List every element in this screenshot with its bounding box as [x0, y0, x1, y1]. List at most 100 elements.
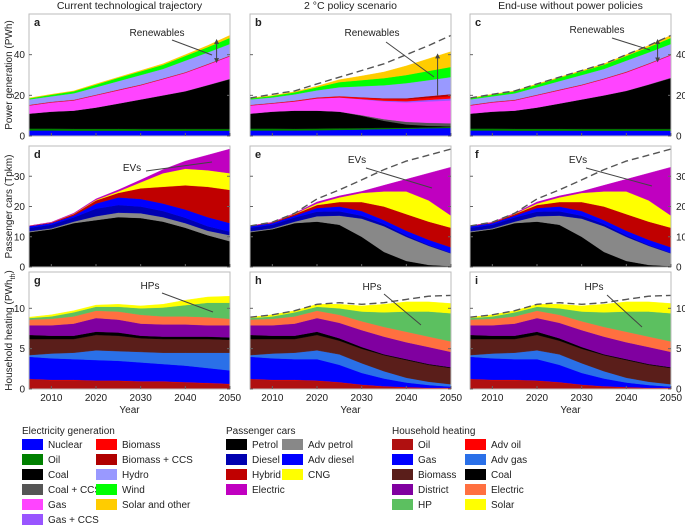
x-tick-label: 2050 — [660, 393, 683, 404]
annotation-label: Renewables — [344, 28, 399, 39]
annotation-label: Renewables — [129, 28, 184, 39]
column-title: End-use without power policies — [498, 0, 643, 12]
y-tick-label: 30 — [676, 172, 685, 183]
legend-item: Petrol — [226, 439, 278, 451]
annotation-leader-line — [606, 294, 643, 328]
legend-household-heating: Household heating Oil Gas Biomass District HP… — [392, 426, 527, 511]
legend-item: District — [392, 484, 449, 496]
legend-swatch — [96, 469, 117, 480]
legend-swatch — [282, 439, 303, 450]
legend-item: Electric — [465, 484, 524, 496]
x-tick-label: 2010 — [40, 393, 63, 404]
axes-frame — [469, 13, 672, 137]
legend-item: Wind — [96, 484, 145, 496]
y-axis-label: Power generation (PWh) — [4, 20, 15, 130]
panel-letter: g — [34, 275, 41, 287]
legend-swatch — [22, 469, 43, 480]
legend-label: Nuclear — [48, 440, 83, 451]
panel-letter: h — [255, 275, 262, 287]
reference-dashed-line — [469, 34, 672, 99]
y-tick-label: 0 — [19, 263, 25, 274]
y-axis-label: Household heating (PWhth) — [4, 270, 17, 390]
legend-item: Biomass + CCS — [96, 454, 193, 466]
x-axis-label: Year — [340, 405, 361, 416]
y-tick-label: 30 — [14, 172, 26, 183]
legend-label: Electric — [491, 485, 524, 496]
legend-swatch — [96, 454, 117, 465]
legend-item: Biomass — [96, 439, 160, 451]
legend-item: Adv gas — [465, 454, 527, 466]
annotation-leader-line — [171, 39, 213, 56]
panel-letter: b — [255, 17, 262, 29]
reference-dashed-line — [249, 294, 452, 318]
legend-item: Oil — [22, 454, 60, 466]
legend-item: Hydro — [96, 469, 149, 481]
annotation-leader-line — [365, 167, 433, 189]
reference-dashed-line — [469, 294, 672, 318]
panel-b: b Renewables — [249, 13, 452, 137]
legend-swatch — [22, 499, 43, 510]
y-tick-label: 10 — [14, 304, 26, 315]
legend-swatch — [282, 469, 303, 480]
legend-swatch — [282, 454, 303, 465]
legend-label: HP — [418, 500, 432, 511]
y-axis-label: Passenger cars (Tpkm) — [4, 155, 15, 259]
legend-label: Oil — [48, 455, 60, 466]
axes-frame — [28, 13, 231, 137]
legend-label: Adv gas — [491, 455, 527, 466]
x-tick-label: 2040 — [395, 393, 418, 404]
annotation-leader-line — [611, 37, 651, 51]
y-tick-label: 20 — [14, 91, 26, 102]
y-tick-label: 0 — [676, 385, 682, 396]
legend-swatch — [22, 484, 43, 495]
y-axis-label-text: Household heating (PWh — [4, 280, 15, 391]
x-tick-label: 2030 — [130, 393, 153, 404]
legend-item: Solar and other — [96, 499, 191, 511]
y-tick-label: 20 — [676, 91, 685, 102]
legend-label: Adv diesel — [308, 455, 354, 466]
legend-item: Gas + CCS — [22, 514, 99, 526]
legend-label: Gas — [48, 500, 66, 511]
panel-letter: f — [475, 149, 479, 161]
panel-e: e EVs — [249, 145, 452, 268]
legend-label: Biomass + CCS — [122, 455, 193, 466]
panel-letter: c — [475, 17, 481, 29]
legend-title: Household heating — [392, 426, 475, 437]
legend-item: Adv diesel — [282, 454, 354, 466]
legend-label: Electric — [252, 485, 285, 496]
legend-item: Coal — [465, 469, 512, 481]
x-tick-label: 2030 — [351, 393, 374, 404]
legend-swatch — [96, 499, 117, 510]
y-tick-label: 20 — [14, 202, 26, 213]
panel-c: c 0 20 40 Renewables — [469, 13, 685, 143]
x-axis-label: Year — [560, 405, 581, 416]
legend-title: Electricity generation — [22, 426, 115, 437]
legend-item: CNG — [282, 469, 330, 481]
legend-swatch — [392, 469, 413, 480]
annotation-leader-line — [383, 293, 422, 326]
legend-passenger-cars: Passenger cars Petrol Diesel Hybrid Electric… — [226, 426, 354, 496]
legend-label: Wind — [122, 485, 145, 496]
legend-swatch — [392, 499, 413, 510]
legend-label: Solar and other — [122, 500, 191, 511]
x-tick-label: 2010 — [481, 393, 504, 404]
panel-letter: i — [475, 275, 478, 287]
legend-title: Passenger cars — [226, 426, 295, 437]
x-tick-label: 2020 — [85, 393, 108, 404]
legend-item: Nuclear — [22, 439, 83, 451]
legend-swatch — [465, 454, 486, 465]
legend-swatch — [22, 439, 43, 450]
annotation-label: EVs — [569, 155, 587, 166]
legend-swatch — [465, 499, 486, 510]
annotation-leader-line — [385, 41, 435, 78]
legend-item: Diesel — [226, 454, 280, 466]
panel-d: d 0 10 20 30 EVs — [14, 145, 231, 274]
y-tick-label: 10 — [14, 232, 26, 243]
legend-label: Coal + CCS — [48, 485, 101, 496]
y-tick-label: 5 — [19, 344, 25, 355]
legend-label: Oil — [418, 440, 430, 451]
annotation-leader-line — [145, 161, 213, 172]
panel-a: a 0 20 40 Renewables — [14, 13, 231, 143]
legend-label: Biomass — [418, 470, 456, 481]
legend-item: Adv oil — [465, 439, 521, 451]
